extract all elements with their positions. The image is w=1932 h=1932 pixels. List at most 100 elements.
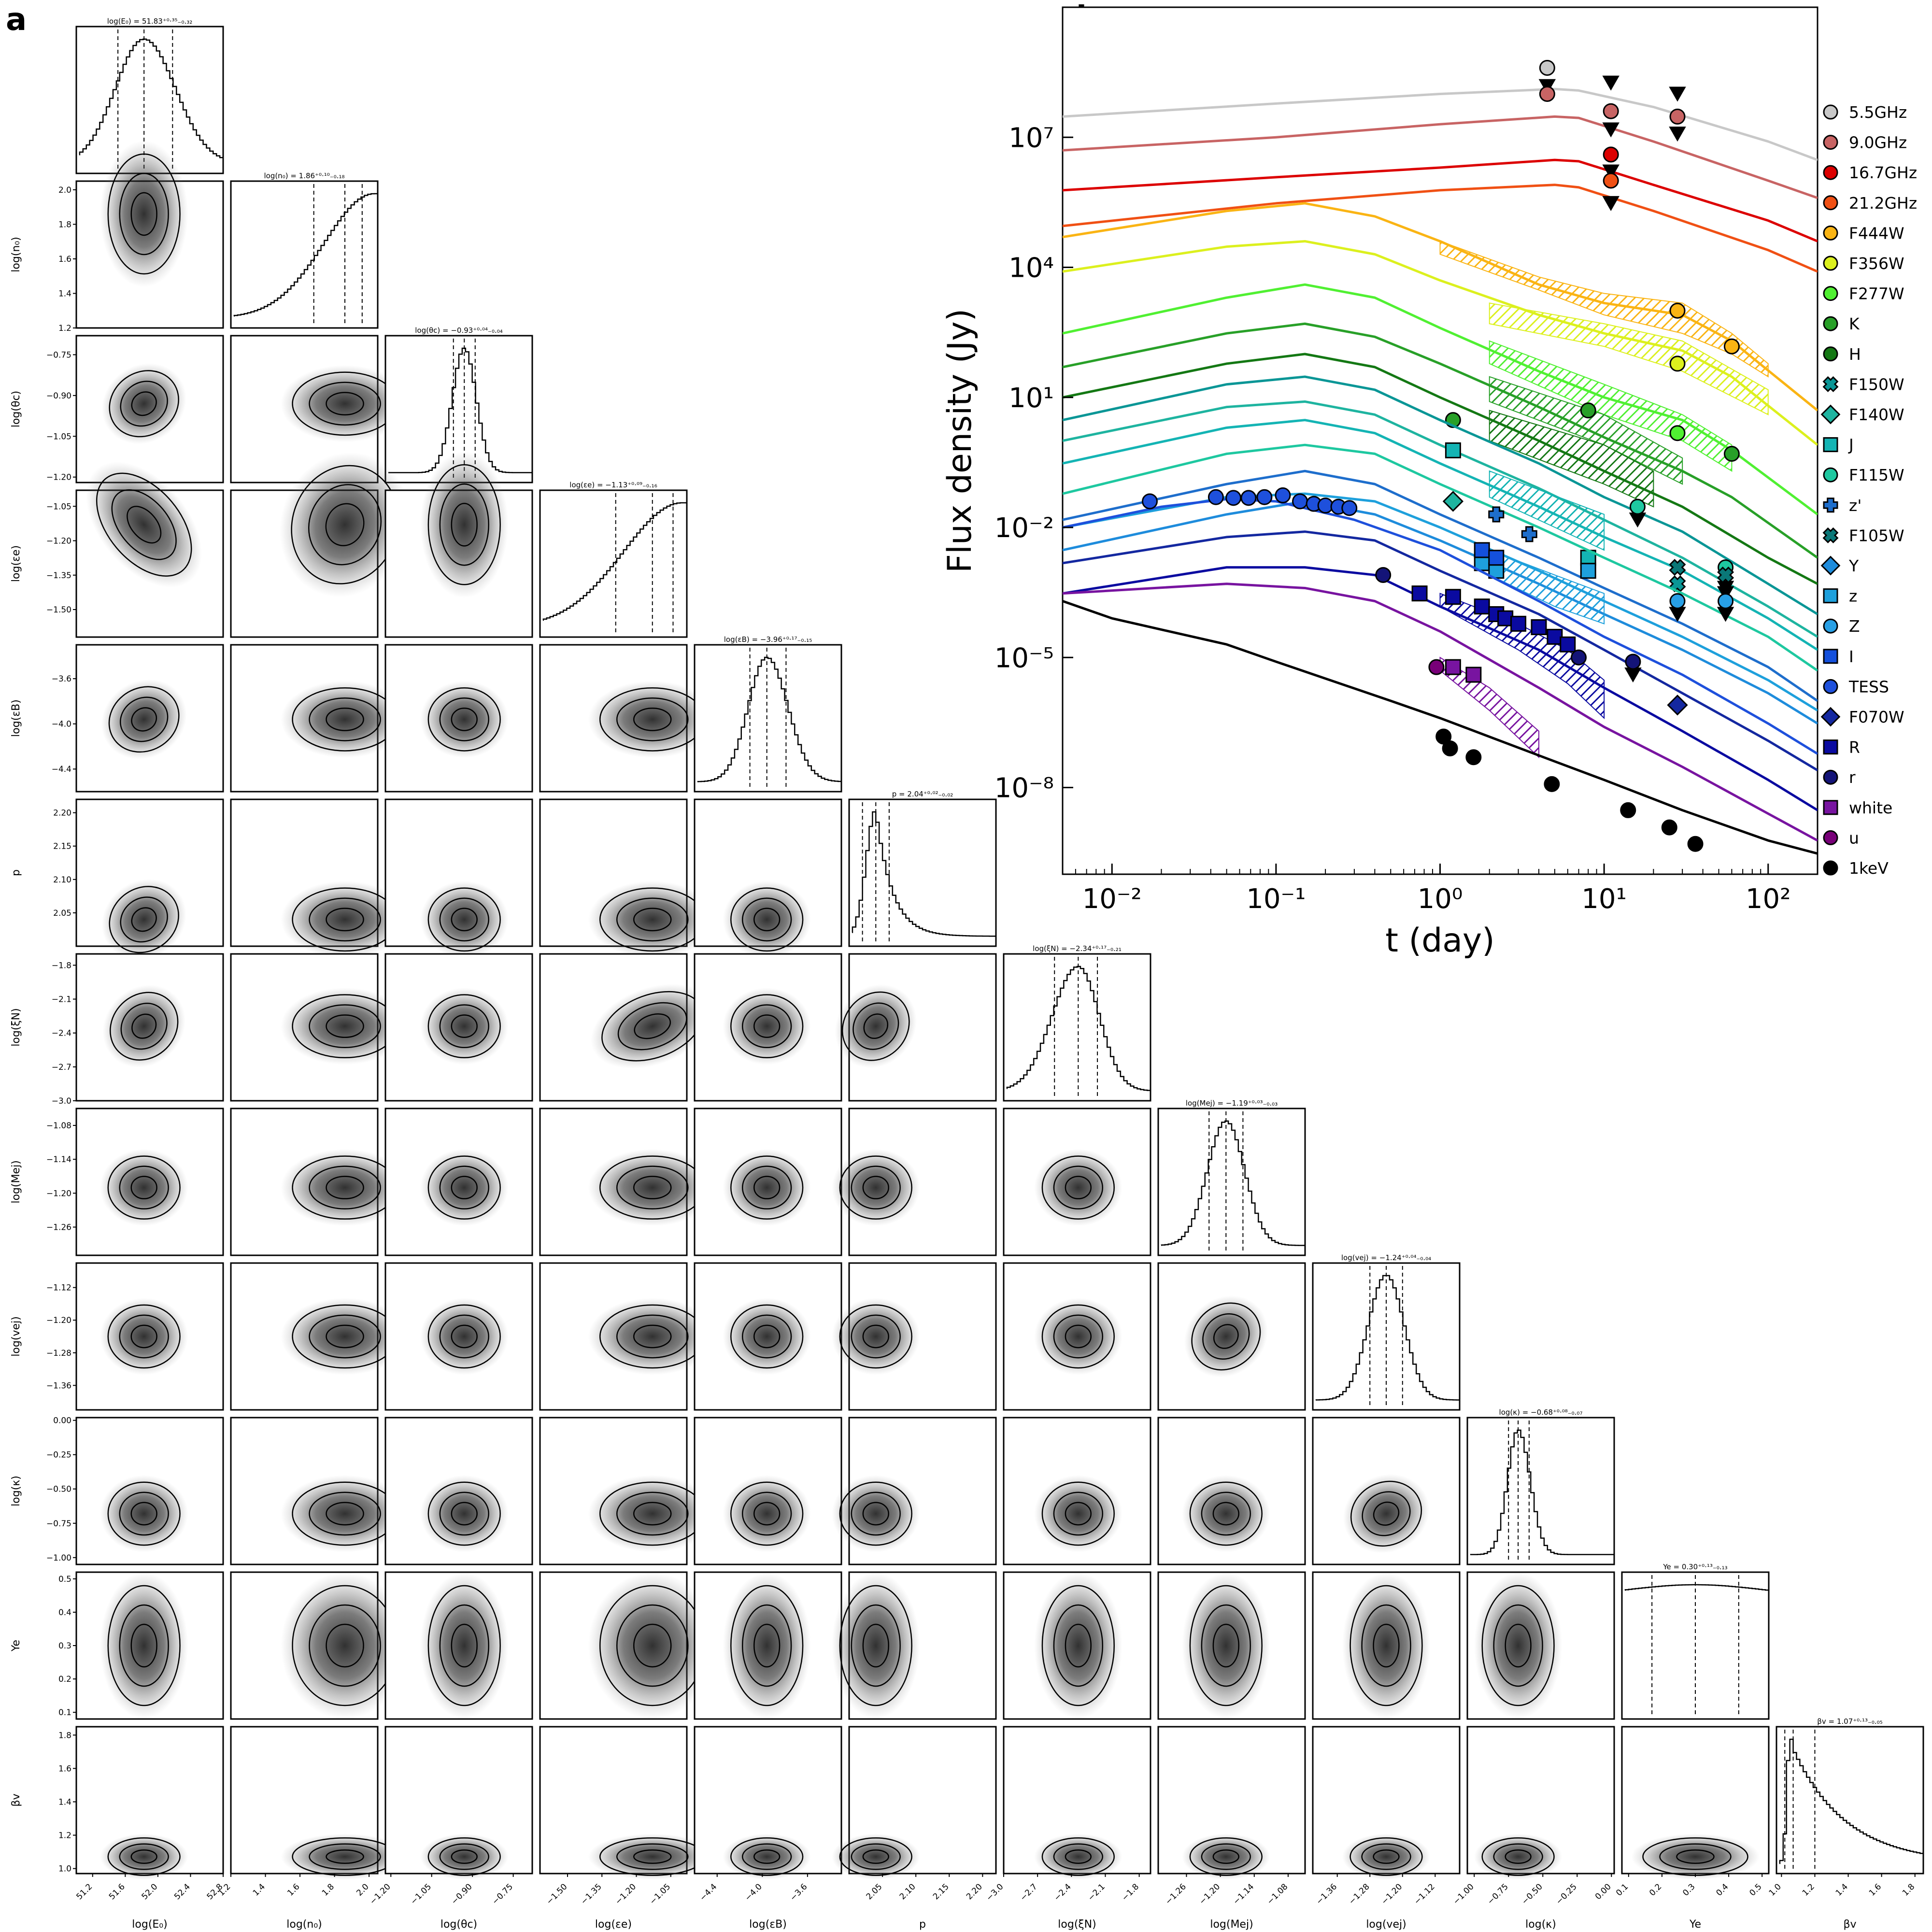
panel-frame (1003, 953, 1151, 1102)
legend-item-H: H (1823, 345, 1861, 364)
density-fill (832, 1833, 920, 1880)
legend-item-J: J (1823, 436, 1854, 455)
y-tick-label: 10¹ (1009, 383, 1054, 414)
histogram-5 (852, 811, 996, 937)
x-marker-shape (1669, 559, 1686, 576)
contour-level-1 (130, 1502, 157, 1526)
corner-panel-8-5 (832, 1262, 997, 1411)
y-axis-label-6: log(ξN) (10, 1008, 22, 1046)
density-fill (1184, 1295, 1268, 1378)
contour-level-2 (742, 1004, 792, 1049)
contour-level-3 (1041, 1837, 1115, 1876)
contour-level-1 (1065, 1849, 1092, 1864)
series-F277W (1063, 283, 1818, 515)
contour-level-2 (1201, 1492, 1251, 1536)
density-fill (281, 881, 410, 958)
contour-level-1 (326, 1014, 364, 1038)
contour-level-1 (130, 1176, 157, 1200)
legend-marker (1823, 286, 1838, 301)
density-fill (588, 1572, 717, 1719)
contour-level-1 (633, 1324, 672, 1349)
corner-panel-7-4 (694, 1108, 842, 1256)
data-point-white (1445, 659, 1461, 675)
contour-level-1 (326, 1623, 364, 1668)
legend-marker (1823, 437, 1838, 453)
contour-level-3 (427, 887, 501, 952)
y-tick-label: 10⁷ (1009, 122, 1054, 154)
density-7-0 (99, 1149, 188, 1226)
contour-level-2 (111, 489, 177, 560)
data-point-Z (1669, 593, 1686, 609)
y-tick-label: −1.20 (46, 473, 71, 483)
legend-label: F070W (1849, 708, 1904, 726)
contour-level-1 (1065, 1502, 1092, 1526)
series-9.0GHz (1063, 86, 1818, 199)
density-9-5 (832, 1475, 920, 1552)
y-tick-label: 1.4 (58, 289, 71, 298)
y-tick-label: 2.0 (58, 185, 71, 195)
y-tick-label: −4.0 (52, 720, 71, 729)
contour-level-3 (730, 887, 804, 952)
density-fill (420, 987, 509, 1065)
density-6-2 (420, 987, 509, 1065)
y-tick-label: 10⁻⁸ (994, 773, 1054, 804)
histogram-3 (542, 502, 687, 621)
density-6-1 (281, 987, 410, 1065)
corner-panel-9-4 (694, 1417, 842, 1565)
contour-level-2 (1659, 1843, 1732, 1870)
model-curve-F356W (1063, 240, 1818, 446)
series-1keV (1063, 600, 1818, 855)
contour-level-3 (839, 1155, 912, 1220)
legend-item-F444W: F444W (1823, 224, 1904, 242)
contour-level-3 (107, 1585, 181, 1706)
density-fill (723, 1298, 811, 1375)
corner-panel-8-6 (1003, 1262, 1151, 1411)
data-point-F105W (1717, 566, 1734, 583)
model-curve-K (1063, 322, 1818, 559)
legend-marker (1820, 555, 1841, 576)
contour-level-1 (1373, 1849, 1400, 1864)
y-tick-label: −1.28 (46, 1349, 71, 1358)
y-tick-label: −1.8 (52, 961, 71, 970)
corner-panel-5-0: 2.05 2.10 2.15 2.20 p (10, 798, 224, 960)
legend-label: F140W (1849, 405, 1904, 424)
density-10-1 (281, 1572, 410, 1719)
corner-panel-7-0: −1.26 −1.20 −1.14 −1.08 log(Mej) (10, 1108, 224, 1256)
model-curve-9.0GHz (1063, 115, 1818, 199)
contour-level-3 (427, 1585, 501, 1706)
legend-marker (1823, 225, 1838, 241)
legend-item-21.2GHz: 21.2GHz (1823, 194, 1917, 213)
series-r (1375, 567, 1642, 682)
data-point-21.2GHz (1603, 172, 1619, 189)
contour-level-2 (119, 1165, 169, 1210)
series-z' (1063, 469, 1818, 702)
density-fill (588, 1475, 717, 1552)
contour-level-2 (439, 483, 489, 566)
legend-label: I (1849, 647, 1854, 666)
contour-level-2 (309, 1314, 381, 1359)
legend-label: F105W (1849, 526, 1904, 545)
data-point-I (1488, 550, 1505, 566)
corner-panel-4-1 (230, 644, 410, 793)
contour-level-2 (616, 1604, 689, 1687)
y-tick-label: 1.2 (58, 324, 71, 333)
density-11-6 (1034, 1833, 1122, 1880)
y-tick-label: 0.4 (58, 1608, 71, 1618)
legend-label: F150W (1849, 375, 1904, 394)
contour-level-1 (127, 506, 162, 544)
legend-item-F277W: F277W (1823, 284, 1904, 303)
histogram-0 (79, 38, 223, 158)
contour-level-2 (1202, 1313, 1250, 1360)
legend-marker (1822, 376, 1839, 392)
data-point-1keV (1465, 749, 1482, 766)
panel-frame (1776, 1726, 1924, 1875)
param-title-2: log(θc) = −0.93⁺⁰·⁰⁴₋₀.₀₄ (415, 326, 503, 335)
contour-level-2 (1361, 1604, 1411, 1687)
legend-item-R: R (1823, 738, 1860, 757)
data-point-u (1428, 659, 1445, 675)
y-tick-label: 10⁴ (1009, 253, 1054, 284)
corner-panel-11-10: 0.1 0.2 0.3 0.4 0.5Ye (1614, 1726, 1770, 1931)
y-tick-label: 0.5 (58, 1575, 71, 1584)
density-fill (281, 1833, 410, 1880)
contour-level-3 (1191, 1302, 1261, 1371)
